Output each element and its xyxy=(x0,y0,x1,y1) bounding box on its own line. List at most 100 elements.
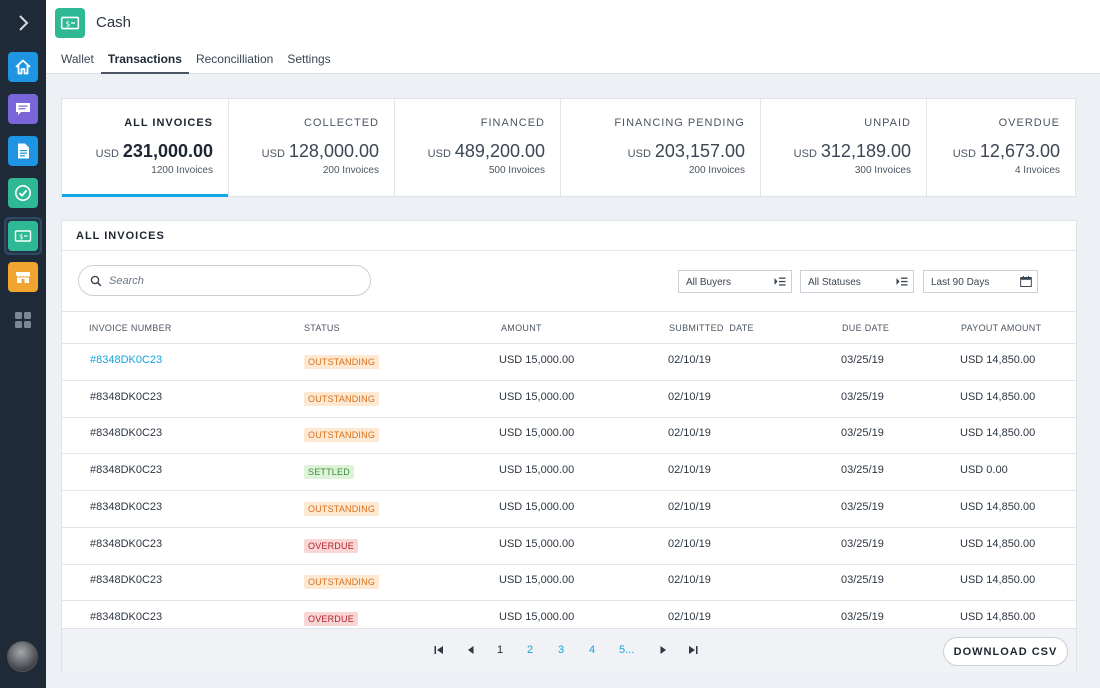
next-page-icon[interactable] xyxy=(658,645,668,658)
statuses-filter-value: All Statuses xyxy=(808,277,861,288)
payout-amount: USD 14,850.00 xyxy=(960,500,1036,513)
invoice-table-body: #8348DK0C23 OUTSTANDING USD 15,000.00 02/10… xyxy=(62,344,1076,628)
column-header-due-date[interactable]: DUE DATE xyxy=(842,323,890,333)
rail-documents-button[interactable] xyxy=(8,136,38,166)
statuses-filter[interactable]: All Statuses xyxy=(800,270,914,293)
tab-reconcilliation[interactable]: Reconcilliation xyxy=(195,52,274,66)
status-badge: OUTSTANDING xyxy=(304,501,380,516)
calendar-icon xyxy=(1020,276,1032,287)
table-row[interactable]: #8348DK0C23 OUTSTANDING USD 15,000.00 02/10… xyxy=(62,344,1076,381)
summary-card-financing-pending[interactable]: FINANCING PENDING USD 203,157.00 200 Invo… xyxy=(561,99,761,196)
pagination-bar: 1 2 3 4 5... DOWNLOAD CSV xyxy=(62,628,1076,672)
column-header-amount[interactable]: AMOUNT xyxy=(501,323,542,333)
invoice-number[interactable]: #8348DK0C23 xyxy=(90,390,163,403)
expand-rail-icon[interactable] xyxy=(13,12,33,34)
rail-home-button[interactable] xyxy=(8,52,38,82)
panel-title: ALL INVOICES xyxy=(76,230,165,242)
submitted-date: 02/10/19 xyxy=(668,537,711,550)
tab-wallet[interactable]: Wallet xyxy=(61,52,94,66)
divider xyxy=(62,250,1076,251)
date-range-value: Last 90 Days xyxy=(931,277,990,288)
due-date: 03/25/19 xyxy=(841,574,884,587)
tab-bar: Wallet Transactions Reconcilliation Sett… xyxy=(54,44,338,74)
page-link[interactable]: 5... xyxy=(619,644,635,656)
invoice-amount: USD 15,000.00 xyxy=(499,354,575,366)
invoice-number[interactable]: #8348DK0C23 xyxy=(90,464,163,477)
summary-currency: USD xyxy=(627,148,651,160)
search-box[interactable] xyxy=(78,265,371,296)
invoices-panel: ALL INVOICES All Buyers All Statuses Las… xyxy=(61,220,1077,672)
tab-transactions[interactable]: Transactions xyxy=(100,44,189,74)
rail-cash-button[interactable]: $ xyxy=(8,221,38,251)
page-link[interactable]: 2 xyxy=(527,644,534,656)
summary-card-financed[interactable]: FINANCED USD 489,200.00 500 Invoices xyxy=(395,99,561,196)
search-input[interactable] xyxy=(109,272,359,290)
search-icon xyxy=(90,275,102,287)
svg-text:$: $ xyxy=(19,233,23,241)
checkmark-icon xyxy=(15,185,31,201)
messages-icon xyxy=(16,103,30,115)
tab-settings[interactable]: Settings xyxy=(287,52,331,66)
page-link[interactable]: 4 xyxy=(589,644,596,656)
submitted-date: 02/10/19 xyxy=(668,610,711,623)
column-header-invoice-number[interactable]: INVOICE NUMBER xyxy=(89,323,172,333)
buyers-filter[interactable]: All Buyers xyxy=(678,270,792,293)
status-badge: OUTSTANDING xyxy=(304,428,380,443)
user-avatar[interactable] xyxy=(7,641,38,672)
table-row[interactable]: #8348DK0C23 OVERDUE USD 15,000.00 02/10/19 0… xyxy=(62,528,1076,565)
summary-count: 200 Invoices xyxy=(688,165,745,176)
due-date: 03/25/19 xyxy=(841,537,884,550)
column-header-status[interactable]: STATUS xyxy=(304,323,340,333)
cash-icon: $ xyxy=(14,230,32,242)
first-page-icon[interactable] xyxy=(434,645,444,658)
payout-amount: USD 14,850.00 xyxy=(960,427,1036,440)
download-csv-button[interactable]: DOWNLOAD CSV xyxy=(943,637,1068,666)
due-date: 03/25/19 xyxy=(841,500,884,513)
table-row[interactable]: #8348DK0C23 OUTSTANDING USD 15,000.00 02/10… xyxy=(62,491,1076,528)
rail-apps-button[interactable] xyxy=(8,305,38,335)
table-row[interactable]: #8348DK0C23 SETTLED USD 15,000.00 02/10/19 0… xyxy=(62,454,1076,492)
summary-amount: 203,157.00 xyxy=(654,141,745,161)
table-row[interactable]: #8348DK0C23 OUTSTANDING USD 15,000.00 02/10… xyxy=(62,564,1076,602)
summary-card-collected[interactable]: COLLECTED USD 128,000.00 200 Invoices xyxy=(229,99,395,196)
summary-amount: 231,000.00 xyxy=(122,141,213,161)
summary-amount: 128,000.00 xyxy=(288,141,379,161)
previous-page-icon[interactable] xyxy=(466,645,476,658)
invoice-amount: USD 15,000.00 xyxy=(499,500,575,513)
summary-card-all-invoices[interactable]: ALL INVOICES USD 231,000.00 1200 Invoices xyxy=(62,99,229,197)
invoice-number[interactable]: #8348DK0C23 xyxy=(90,537,163,550)
filter-list-icon xyxy=(896,277,908,286)
summary-label: COLLECTED xyxy=(303,117,379,129)
app-header: $ Cash Wallet Transactions Reconcilliati… xyxy=(46,0,1100,74)
status-badge: OUTSTANDING xyxy=(304,391,380,406)
column-header-submitted-date[interactable]: SUBMITTED DATE xyxy=(669,323,754,333)
table-row[interactable]: #8348DK0C23 OUTSTANDING USD 15,000.00 02/10… xyxy=(62,381,1076,418)
invoice-number[interactable]: #8348DK0C23 xyxy=(90,500,163,513)
table-row[interactable]: #8348DK0C23 OVERDUE USD 15,000.00 02/10/19 0… xyxy=(62,601,1076,628)
summary-count: 500 Invoices xyxy=(488,165,545,176)
invoice-number[interactable]: #8348DK0C23 xyxy=(90,610,163,623)
last-page-icon[interactable] xyxy=(688,645,698,658)
status-badge: OUTSTANDING xyxy=(304,355,380,369)
table-row[interactable]: #8348DK0C23 OUTSTANDING USD 15,000.00 02/10… xyxy=(62,417,1076,455)
summary-card-unpaid[interactable]: UNPAID USD 312,189.00 300 Invoices xyxy=(761,99,927,196)
invoice-amount: USD 15,000.00 xyxy=(499,574,575,587)
invoice-amount: USD 15,000.00 xyxy=(499,610,575,623)
invoice-number[interactable]: #8348DK0C23 xyxy=(90,354,163,366)
rail-messages-button[interactable] xyxy=(8,94,38,124)
invoice-number[interactable]: #8348DK0C23 xyxy=(90,574,163,587)
due-date: 03/25/19 xyxy=(841,464,884,477)
payout-amount: USD 14,850.00 xyxy=(960,390,1036,403)
summary-card-overdue[interactable]: OVERDUE USD 12,673.00 4 Invoices xyxy=(927,99,1075,196)
current-page[interactable]: 1 xyxy=(497,644,504,656)
payout-amount: USD 0.00 xyxy=(960,464,1008,477)
submitted-date: 02/10/19 xyxy=(668,500,711,513)
filter-list-icon xyxy=(774,277,786,286)
date-range-filter[interactable]: Last 90 Days xyxy=(923,270,1038,293)
document-icon xyxy=(18,143,29,159)
invoice-number[interactable]: #8348DK0C23 xyxy=(90,427,163,440)
page-link[interactable]: 3 xyxy=(558,644,565,656)
column-header-payout-amount[interactable]: PAYOUT AMOUNT xyxy=(961,323,1042,333)
rail-tasks-button[interactable] xyxy=(8,178,38,208)
rail-store-button[interactable] xyxy=(8,262,38,292)
